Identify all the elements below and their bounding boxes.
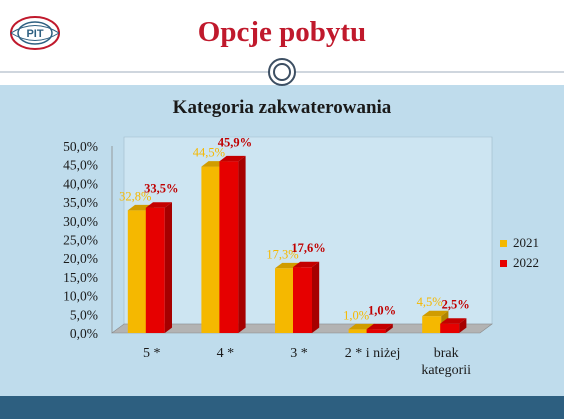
data-label-2022-1: 45,9%	[218, 135, 252, 149]
pit-logo-icon: PIT	[10, 16, 60, 50]
data-label-2021-3: 1,0%	[343, 308, 369, 322]
data-label-2022-0: 33,5%	[144, 182, 178, 196]
x-tick-label: 2 * i niżej	[345, 346, 401, 361]
data-label-2021-1: 44,5%	[193, 146, 225, 160]
y-tick-label: 10,0%	[63, 289, 98, 304]
data-label-2022-2: 17,6%	[291, 241, 325, 255]
chart-title: Kategoria zakwaterowania	[172, 97, 392, 118]
data-label-2021-4: 4,5%	[417, 295, 443, 309]
legend-swatch-2022	[500, 259, 507, 267]
data-label-2021-0: 32,8%	[119, 189, 151, 203]
bar-2022-3	[366, 329, 386, 333]
bar-2021-1	[201, 166, 221, 333]
bar-2022-0	[145, 207, 165, 333]
bar-top-2021-4	[422, 310, 449, 317]
bar-top-2022-4	[440, 318, 467, 324]
bar-side-2022-1	[238, 155, 246, 333]
y-tick-label: 45,0%	[63, 158, 98, 173]
bar-2022-1	[219, 161, 239, 333]
legend-item-2021: 2021	[500, 233, 539, 253]
bar-2022-4	[440, 323, 460, 333]
header: PIT Opcje pobytu	[0, 0, 564, 66]
legend-label-2022: 2022	[513, 255, 539, 270]
bar-top-2022-0	[145, 202, 172, 208]
footer-bar	[0, 396, 564, 419]
bar-2021-2	[275, 268, 294, 333]
bar-top-2022-3	[366, 323, 393, 330]
bar-2021-3	[348, 329, 368, 333]
logo-text: PIT	[26, 28, 43, 40]
y-tick-label: 35,0%	[63, 195, 98, 210]
x-tick-label: 5 *	[143, 346, 161, 361]
bar-side-2022-2	[312, 261, 320, 333]
legend-item-2022: 2022	[500, 253, 539, 273]
bar-side-2022-0	[164, 202, 172, 333]
bar-2022-2	[293, 267, 312, 333]
x-tick-label: 3 *	[290, 346, 308, 361]
y-tick-label: 25,0%	[63, 233, 98, 248]
circle-ornament-icon	[268, 58, 296, 86]
y-tick-label: 30,0%	[63, 214, 98, 229]
x-tick-label: 4 *	[217, 346, 235, 361]
legend-swatch-2021	[500, 239, 507, 247]
y-tick-label: 0,0%	[70, 326, 98, 341]
y-tick-label: 40,0%	[63, 176, 98, 191]
y-tick-label: 5,0%	[70, 307, 98, 322]
bar-2021-4	[422, 316, 442, 333]
data-label-2021-2: 17,3%	[266, 247, 298, 261]
x-tick-label: kategorii	[421, 363, 471, 378]
bar-side-2022-4	[459, 318, 467, 333]
legend: 2021 2022	[500, 233, 539, 273]
bar-top-2022-1	[219, 155, 246, 162]
bar-top-2021-3	[348, 323, 375, 330]
page-title: Opcje pobytu	[197, 16, 367, 48]
bar-top-2022-2	[293, 261, 320, 268]
bar-2021-0	[127, 210, 147, 333]
legend-label-2021: 2021	[513, 235, 539, 250]
bar-side-2022-3	[385, 323, 393, 333]
y-tick-label: 15,0%	[63, 270, 98, 285]
x-tick-label: brak	[434, 346, 459, 361]
y-tick-label: 20,0%	[63, 251, 98, 266]
y-tick-label: 50,0%	[63, 139, 98, 154]
data-label-2022-3: 1,0%	[368, 303, 396, 317]
data-label-2022-4: 2,5%	[442, 298, 470, 312]
